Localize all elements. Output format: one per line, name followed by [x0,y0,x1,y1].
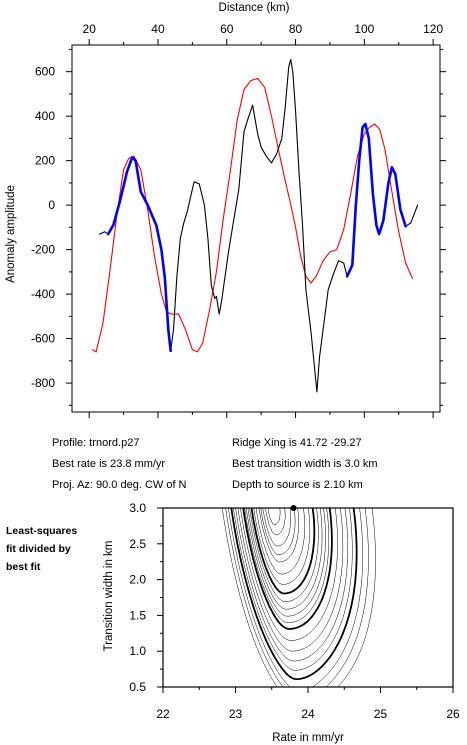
contour-frame [157,505,454,693]
rate-tick-label: 24 [301,707,315,721]
x-tick-labels: 20 40 60 80 100 120 [83,22,444,36]
x-axis-label: Distance (km) [219,2,290,14]
width-tick-label: 2.0 [129,573,146,587]
contour-lines [221,507,376,688]
contour-line [228,507,364,688]
contour-line [267,507,281,525]
fit-window-left-line [106,156,172,353]
contour-line [225,507,369,688]
projection-azimuth-text: Proj. Az: 90.0 deg. CW of N [52,479,187,491]
width-axis-label: Transition width in km [103,541,115,652]
best-fit-marker [290,505,297,511]
rate-tick-label: 23 [229,707,243,721]
best-transition-width-text: Best transition width is 3.0 km [232,458,378,470]
contour-border [162,507,454,688]
contour-line [249,507,319,602]
width-tick-label: 1.5 [129,608,146,622]
contour-line [265,507,286,536]
contour-line [230,507,358,680]
y-tick-label: -800 [31,376,55,390]
x-tick-label: 80 [289,22,303,36]
contour-line [237,507,344,652]
y-tick-label: -200 [31,243,55,257]
depth-to-source-text: Depth to source is 2.10 km [232,479,363,491]
x-tick-label: 60 [220,22,234,36]
x-tick-label: 120 [423,22,443,36]
y-tick-label: 200 [35,154,55,168]
y-tick-label: 400 [35,109,55,123]
rate-tick-labels: 22 23 24 25 26 [156,707,460,721]
side-note-line-3: best fit [6,561,41,573]
side-note: Least-squares fit divided by best fit [6,522,116,576]
side-note-line-2: fit divided by [6,543,71,555]
width-tick-label: 3.0 [129,501,146,515]
misfit-contour-chart: 22 23 24 25 26 0.5 1.0 1.5 2.0 2.5 3.0 Rate in mm… [103,501,460,744]
plot-border [71,44,441,413]
contour-line [235,507,348,662]
contour-line [221,507,376,688]
rate-tick-label: 26 [446,707,460,721]
x-tick-label: 40 [151,22,165,36]
y-tick-label: -600 [31,332,55,346]
y-tick-label: -400 [31,287,55,301]
y-tick-labels: 600 400 200 0 -200 -400 -600 -800 [31,65,55,390]
profile-text: Profile: trnord.p27 [52,437,140,449]
model-line [92,77,414,353]
contour-line [253,507,311,585]
rate-axis-label: Rate in mm/yr [272,732,344,744]
plot-frame [66,39,446,418]
y-tick-label: 600 [35,65,55,79]
contour-line [244,507,330,624]
rate-tick-label: 25 [374,707,388,721]
side-note-line-1: Least-squares [6,525,78,537]
contour-line [250,507,316,595]
width-tick-labels: 0.5 1.0 1.5 2.0 2.5 3.0 [129,501,146,694]
contour-line [242,507,333,630]
width-tick-label: 0.5 [129,680,146,694]
contour-line [260,507,296,556]
width-tick-label: 1.0 [129,644,146,658]
observed-line [98,58,419,393]
y-axis-label: Anomaly amplitude [5,185,17,283]
data-lines [92,58,419,393]
x-tick-label: 20 [83,22,97,36]
contour-line [255,507,306,575]
width-tick-label: 2.5 [129,537,146,551]
contour-line [245,507,326,617]
fit-window-right-line [345,122,407,278]
ridge-crossing-text: Ridge Xing is 41.72 -29.27 [232,437,362,449]
best-rate-text: Best rate is 23.8 mm/yr [52,458,166,470]
y-tick-label: 0 [48,198,55,212]
x-tick-label: 100 [354,22,374,36]
contour-line [247,507,323,610]
anomaly-profile-chart: Distance (km) 20 40 60 80 100 120 600 400 200 0 -… [5,2,446,418]
rate-tick-label: 22 [156,707,170,721]
contour-line [258,507,299,563]
contour-line [240,507,338,641]
contour-line [233,507,353,671]
contour-line [262,507,291,547]
